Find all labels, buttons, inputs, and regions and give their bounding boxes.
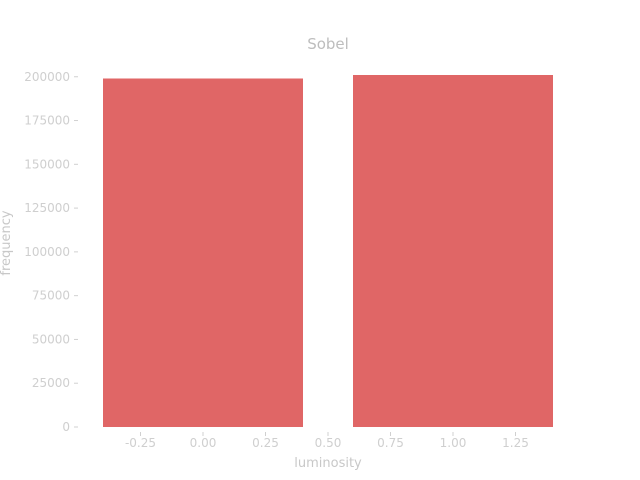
- y-tick-label: 50000: [32, 332, 70, 346]
- y-tick-label: 0: [62, 420, 70, 434]
- bars-layer: [103, 75, 553, 427]
- y-axis: 0 25000 50000 75000 100000 125000 150000 175000…: [24, 70, 78, 434]
- x-tick-label: 0.25: [252, 436, 279, 450]
- histogram-bar-1: [103, 78, 303, 427]
- x-tick-label: 0.00: [190, 436, 217, 450]
- y-tick-label: 25000: [32, 376, 70, 390]
- x-tick-label: 1.00: [440, 436, 467, 450]
- y-tick-label: 175000: [24, 114, 70, 128]
- chart-title: Sobel: [307, 35, 349, 53]
- y-axis-label: frequency: [0, 210, 14, 276]
- y-tick-label: 100000: [24, 245, 70, 259]
- x-axis: -0.25 0.00 0.25 0.50 0.75 1.00 1.25: [125, 432, 529, 450]
- y-tick-label: 200000: [24, 70, 70, 84]
- y-tick-label: 150000: [24, 157, 70, 171]
- x-tick-label: -0.25: [125, 436, 156, 450]
- y-tick-label: 75000: [32, 289, 70, 303]
- x-tick-label: 0.50: [315, 436, 342, 450]
- x-tick-label: 1.25: [502, 436, 529, 450]
- x-axis-label: luminosity: [294, 456, 362, 471]
- x-tick-label: 0.75: [377, 436, 404, 450]
- y-tick-label: 125000: [24, 201, 70, 215]
- histogram-bar-2: [353, 75, 553, 427]
